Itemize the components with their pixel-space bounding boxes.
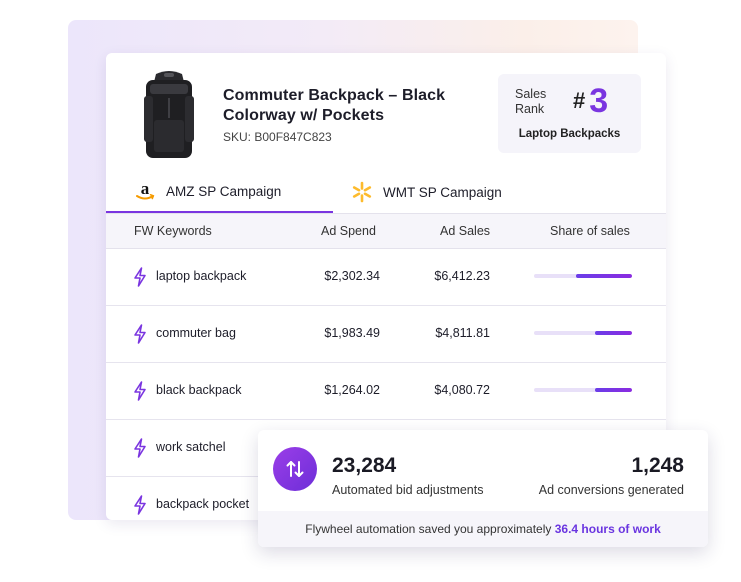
tab-wmt-sp-campaign[interactable]: WMT SP Campaign: [351, 171, 502, 213]
ad-conversions-label: Ad conversions generated: [538, 483, 684, 497]
lightning-bolt-icon: [134, 495, 146, 515]
lightning-bolt-icon: [134, 324, 146, 344]
keyword-label: backpack pocket: [156, 497, 250, 511]
table-header: FW Keywords Ad Spend Ad Sales Share of s…: [106, 214, 666, 249]
backpack-image: [144, 71, 194, 158]
sales-rank-box: Sales Rank #3 Laptop Backpacks: [498, 74, 641, 153]
sales-rank-category: Laptop Backpacks: [518, 128, 621, 140]
ad-sales-value: $6,412.23: [434, 269, 490, 283]
share-of-sales-bar: [534, 388, 632, 392]
lightning-bolt-icon: [134, 438, 146, 458]
keyword-label: work satchel: [156, 440, 226, 454]
savings-footer: Flywheel automation saved you approximat…: [258, 511, 708, 547]
bid-adjust-badge: [273, 447, 317, 491]
product-card: Commuter Backpack – Black Colorway w/ Po…: [106, 53, 666, 520]
bid-adjustments-value: 23,284: [332, 454, 397, 477]
rank-hash: #: [573, 88, 586, 113]
ad-spend-value: $2,302.34: [324, 269, 380, 283]
product-title: Commuter Backpack – Black Colorway w/ Po…: [223, 87, 446, 124]
svg-text:a: a: [141, 180, 150, 198]
share-of-sales-fill: [576, 274, 632, 278]
column-header-share-of-sales[interactable]: Share of sales: [550, 224, 630, 238]
column-header-keywords[interactable]: FW Keywords: [134, 224, 212, 238]
savings-highlight: 36.4 hours of work: [554, 522, 661, 536]
product-sku: SKU: B00F847C823: [223, 130, 332, 144]
tab-label: WMT SP Campaign: [383, 184, 502, 200]
share-of-sales-fill: [594, 331, 632, 335]
tab-label: AMZ SP Campaign: [166, 183, 282, 199]
savings-text: Flywheel automation saved you approximat…: [305, 522, 555, 536]
keyword-label: laptop backpack: [156, 269, 247, 283]
sales-rank-label: Sales Rank: [515, 87, 547, 116]
ad-sales-value: $4,811.81: [435, 326, 490, 340]
lightning-bolt-icon: [134, 267, 146, 287]
keyword-label: black backpack: [156, 383, 242, 397]
table-row[interactable]: laptop backpack $2,302.34 $6,412.23: [106, 248, 666, 306]
table-row[interactable]: commuter bag $1,983.49 $4,811.81: [106, 305, 666, 363]
share-of-sales-bar: [534, 331, 632, 335]
rank-value: 3: [589, 82, 609, 120]
bid-adjustments-label: Automated bid adjustments: [332, 483, 484, 497]
share-of-sales-bar: [534, 274, 632, 278]
automation-stats-card: 23,284 Automated bid adjustments 1,248 A…: [258, 430, 708, 547]
tab-amz-sp-campaign[interactable]: a AMZ SP Campaign: [106, 171, 333, 213]
ad-spend-value: $1,983.49: [324, 326, 380, 340]
table-row[interactable]: backpack pocket: [106, 476, 666, 520]
up-down-arrows-icon: [286, 461, 304, 477]
amazon-logo-icon: a: [136, 180, 155, 200]
walmart-spark-icon: [352, 181, 372, 203]
campaign-tabs: a AMZ SP Campaign WMT SP Campaign: [106, 171, 666, 214]
table-row[interactable]: black backpack $1,264.02 $4,080.72: [106, 362, 666, 420]
sales-rank-number: #3: [573, 82, 608, 121]
column-header-ad-sales[interactable]: Ad Sales: [440, 224, 491, 238]
ad-sales-value: $4,080.72: [434, 383, 490, 397]
share-of-sales-fill: [594, 388, 632, 392]
ad-conversions-value: 1,248: [631, 454, 684, 477]
ad-spend-value: $1,264.02: [324, 383, 380, 397]
column-header-ad-spend[interactable]: Ad Spend: [321, 224, 376, 238]
lightning-bolt-icon: [134, 381, 146, 401]
keyword-label: commuter bag: [156, 326, 236, 340]
